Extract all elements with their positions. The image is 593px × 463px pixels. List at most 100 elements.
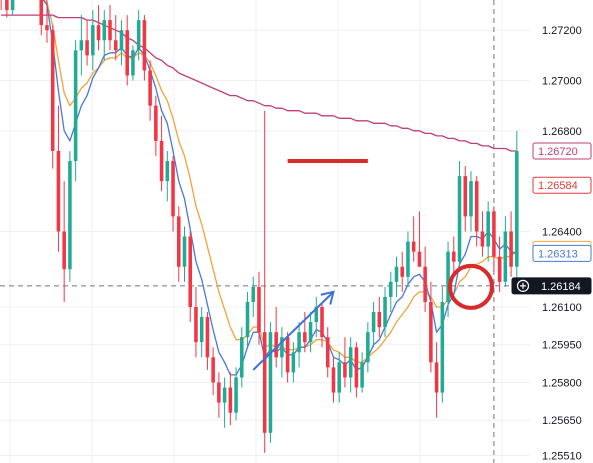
candle — [297, 322, 301, 368]
candle-body — [360, 362, 364, 388]
candle-body — [56, 150, 61, 232]
candle — [182, 226, 187, 282]
candle-body — [108, 20, 112, 41]
candle — [434, 342, 439, 418]
candle — [142, 15, 147, 81]
candle — [176, 206, 181, 282]
candle — [240, 327, 244, 388]
series-line-2 — [1, 14, 517, 152]
candle-body — [205, 317, 210, 358]
candle-body — [182, 236, 187, 267]
candle-body — [262, 332, 267, 433]
candle-body — [406, 241, 410, 277]
candle-body — [417, 251, 422, 267]
candle-body — [354, 347, 359, 388]
candle-body — [5, 0, 9, 11]
plus-icon[interactable] — [516, 279, 530, 292]
candle — [73, 40, 78, 182]
candle-body — [343, 362, 347, 378]
candle — [234, 367, 238, 421]
candle-body — [515, 150, 519, 267]
price-tick-label: 1.26400 — [542, 227, 582, 239]
candle-body — [211, 357, 215, 383]
price-axis[interactable]: 1.27200 1.27000 1.26800 1.26400 1.26100 1.259… — [530, 0, 593, 463]
candle-body — [337, 362, 341, 393]
price-tick-label: 1.27200 — [542, 25, 582, 37]
candle — [68, 150, 72, 282]
candle-body — [131, 50, 135, 76]
trend-arrow[interactable] — [252, 291, 335, 371]
price-tick-label: 1.26100 — [542, 302, 582, 314]
candle-body — [325, 337, 330, 368]
candle — [469, 171, 473, 232]
candle — [228, 372, 233, 426]
candle-body — [125, 30, 129, 76]
candle — [383, 286, 387, 338]
candle-body — [446, 251, 450, 302]
candle — [337, 352, 341, 403]
candle-body — [240, 337, 244, 378]
candle — [377, 296, 382, 338]
candle — [205, 312, 210, 370]
candle-body — [234, 377, 238, 413]
candle-body — [154, 105, 158, 141]
candle-body — [497, 256, 502, 282]
price-tick-label: 1.27000 — [542, 76, 582, 88]
candle — [331, 357, 336, 403]
candle-body — [434, 362, 439, 393]
candle-body — [199, 317, 204, 343]
candle — [503, 216, 508, 287]
candle-body — [257, 286, 261, 333]
candle-body — [171, 161, 175, 217]
candle — [45, 0, 49, 43]
candle-body — [148, 70, 152, 106]
candle-body — [457, 176, 462, 262]
candle — [148, 60, 152, 121]
candle — [39, 0, 44, 36]
candle — [85, 20, 89, 66]
candle-body — [96, 25, 101, 41]
price-label-text: 1.26584 — [538, 180, 578, 192]
candle — [371, 301, 376, 348]
candle-body — [400, 266, 405, 277]
candle — [291, 342, 296, 383]
candle-body — [73, 50, 78, 162]
candle — [251, 276, 256, 318]
candle — [171, 156, 175, 232]
candle — [194, 286, 198, 358]
candle-body — [383, 296, 387, 328]
price-label-text: 1.26720 — [538, 146, 578, 158]
candle — [199, 306, 204, 358]
candle-body — [68, 161, 72, 270]
candle-body — [411, 241, 416, 252]
candle-body — [331, 367, 336, 393]
trend-arrow-head — [320, 290, 335, 305]
candle-body — [50, 30, 55, 151]
current-price-label: 1.26184 — [511, 277, 592, 295]
candle-body — [159, 140, 164, 182]
candle-body — [119, 30, 124, 51]
candle-body — [228, 387, 233, 413]
candle — [446, 241, 450, 318]
candle-body — [371, 312, 376, 333]
candle-body — [463, 176, 468, 217]
candle-body — [113, 40, 118, 51]
price-label-box — [532, 244, 592, 262]
candle-body — [503, 231, 508, 282]
candle — [268, 322, 273, 443]
candle — [366, 322, 370, 373]
candle — [10, 0, 15, 16]
series-price-label: 1.26584 — [532, 176, 592, 194]
candle — [262, 110, 267, 453]
candle — [56, 105, 61, 252]
candle — [429, 281, 433, 373]
price-label-box — [532, 176, 592, 194]
series-price-label: 1.26313 — [532, 244, 592, 262]
candle-body — [102, 20, 107, 41]
candle-body — [136, 20, 141, 51]
candle — [320, 301, 324, 348]
highlight-circle[interactable] — [447, 263, 494, 310]
candle — [423, 246, 427, 313]
candle — [406, 231, 410, 287]
